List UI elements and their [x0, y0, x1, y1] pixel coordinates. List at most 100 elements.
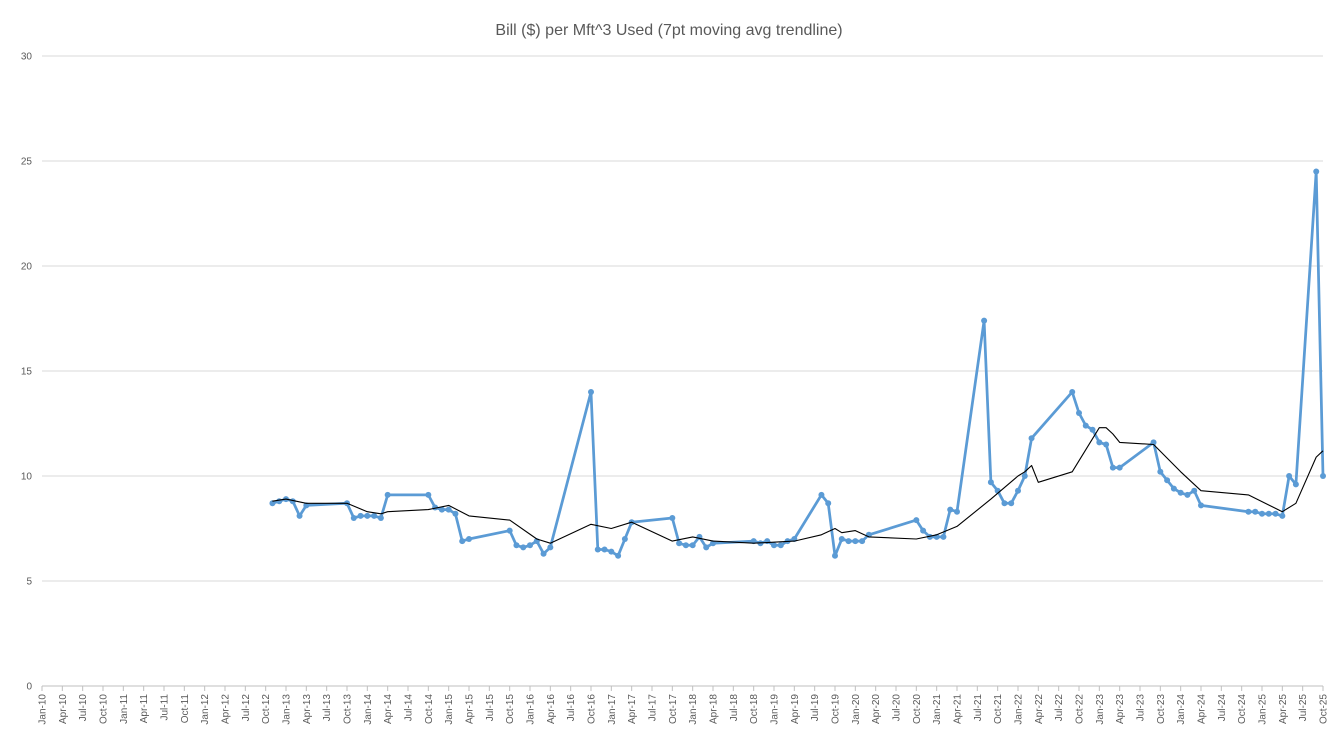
data-point [1245, 508, 1252, 515]
x-tick-label: Apr-16 [546, 694, 557, 724]
data-point [452, 510, 459, 517]
data-point [1272, 510, 1279, 517]
data-point [852, 538, 859, 545]
x-tick-label: Jan-14 [363, 694, 374, 725]
data-point [1252, 508, 1259, 515]
data-point [438, 506, 445, 513]
data-point [1191, 487, 1198, 494]
x-tick-label: Oct-19 [831, 694, 842, 724]
data-point [682, 542, 689, 549]
data-point [689, 542, 696, 549]
data-point [954, 508, 960, 515]
data-point [615, 552, 622, 559]
x-tick-label: Jul-10 [78, 694, 89, 722]
x-tick-label: Jul-11 [160, 694, 171, 721]
x-tick-label: Oct-13 [343, 694, 354, 724]
x-tick-label: Apr-19 [790, 694, 801, 724]
data-point [1170, 485, 1177, 492]
data-point [1103, 441, 1110, 448]
x-tick-label: Oct-14 [424, 694, 435, 724]
data-point [1021, 473, 1028, 479]
data-point [540, 550, 547, 557]
data-point [764, 538, 771, 545]
y-tick-label: 30 [21, 52, 33, 63]
y-tick-label: 15 [21, 367, 33, 378]
y-tick-label: 20 [21, 262, 33, 273]
data-point [1008, 500, 1015, 507]
data-point [445, 506, 452, 513]
data-point [276, 498, 283, 505]
x-axis-ticks: Jan-10 Apr-10 Jul-10 Oct-10 Jan-11 Apr-11 Jul-… [38, 686, 1330, 725]
x-tick-label: Oct-18 [749, 694, 760, 724]
x-tick-label: Jul-18 [729, 694, 740, 722]
y-tick-label: 25 [21, 157, 33, 168]
data-point [384, 491, 391, 498]
data-point [920, 527, 927, 534]
data-point [1028, 435, 1035, 442]
x-tick-label: Oct-20 [912, 694, 923, 724]
gridlines [42, 55, 1323, 687]
data-point [1320, 473, 1326, 479]
x-tick-label: Apr-17 [627, 694, 638, 724]
x-tick-label: Apr-18 [709, 694, 720, 724]
chart-title: Bill ($) per Mft^3 Used (7pt moving avg … [495, 22, 842, 39]
x-tick-label: Jul-14 [404, 694, 415, 722]
x-tick-label: Jul-19 [810, 694, 821, 722]
data-point [838, 536, 845, 542]
data-point [981, 317, 988, 324]
x-tick-label: Oct-12 [261, 694, 272, 724]
data-point [357, 512, 364, 519]
data-point [296, 512, 303, 519]
data-point [594, 546, 601, 553]
x-tick-label: Jan-17 [607, 694, 618, 725]
y-tick-label: 10 [21, 472, 33, 483]
data-point [588, 389, 594, 395]
data-point [1157, 468, 1164, 475]
x-tick-label: Jan-21 [932, 694, 943, 725]
data-point [1292, 481, 1299, 488]
x-tick-label: Jul-16 [566, 694, 577, 722]
x-tick-label: Oct-10 [99, 694, 110, 724]
data-point [371, 512, 378, 519]
x-tick-label: Apr-10 [58, 694, 69, 724]
x-tick-label: Jul-13 [322, 694, 333, 722]
data-point [947, 506, 954, 513]
data-point [845, 538, 852, 545]
x-tick-label: Oct-11 [180, 694, 191, 724]
x-tick-label: Oct-25 [1319, 694, 1330, 724]
data-point [987, 479, 994, 486]
series-layer [269, 168, 1326, 559]
x-tick-label: Apr-20 [871, 694, 882, 724]
x-tick-label: Jan-24 [1176, 694, 1187, 725]
x-tick-label: Oct-16 [587, 694, 598, 724]
x-tick-label: Jan-19 [770, 694, 781, 725]
data-point [1177, 489, 1184, 496]
x-tick-label: Oct-15 [505, 694, 516, 724]
x-tick-label: Jul-22 [1054, 694, 1065, 722]
data-point [832, 552, 838, 559]
data-point [777, 542, 784, 549]
data-point [513, 542, 520, 549]
data-point [1313, 168, 1320, 175]
x-tick-label: Jan-12 [200, 694, 211, 725]
x-tick-label: Apr-24 [1197, 694, 1208, 724]
x-tick-label: Jan-23 [1095, 694, 1106, 725]
x-tick-label: Jan-20 [851, 694, 862, 725]
x-tick-label: Jan-13 [282, 694, 293, 725]
data-point [1198, 502, 1204, 509]
data-point [377, 515, 384, 521]
data-point [466, 536, 472, 542]
data-point [350, 515, 357, 521]
x-tick-label: Jan-10 [38, 694, 49, 725]
x-tick-label: Jul-17 [648, 694, 659, 722]
data-point [1265, 510, 1272, 517]
y-tick-label: 5 [26, 577, 32, 588]
x-tick-label: Jan-15 [444, 694, 455, 725]
x-tick-label: Jul-25 [1298, 694, 1309, 722]
data-point [1082, 422, 1089, 429]
data-point [1116, 464, 1123, 471]
x-tick-label: Jan-18 [688, 694, 699, 725]
data-point [825, 500, 832, 507]
